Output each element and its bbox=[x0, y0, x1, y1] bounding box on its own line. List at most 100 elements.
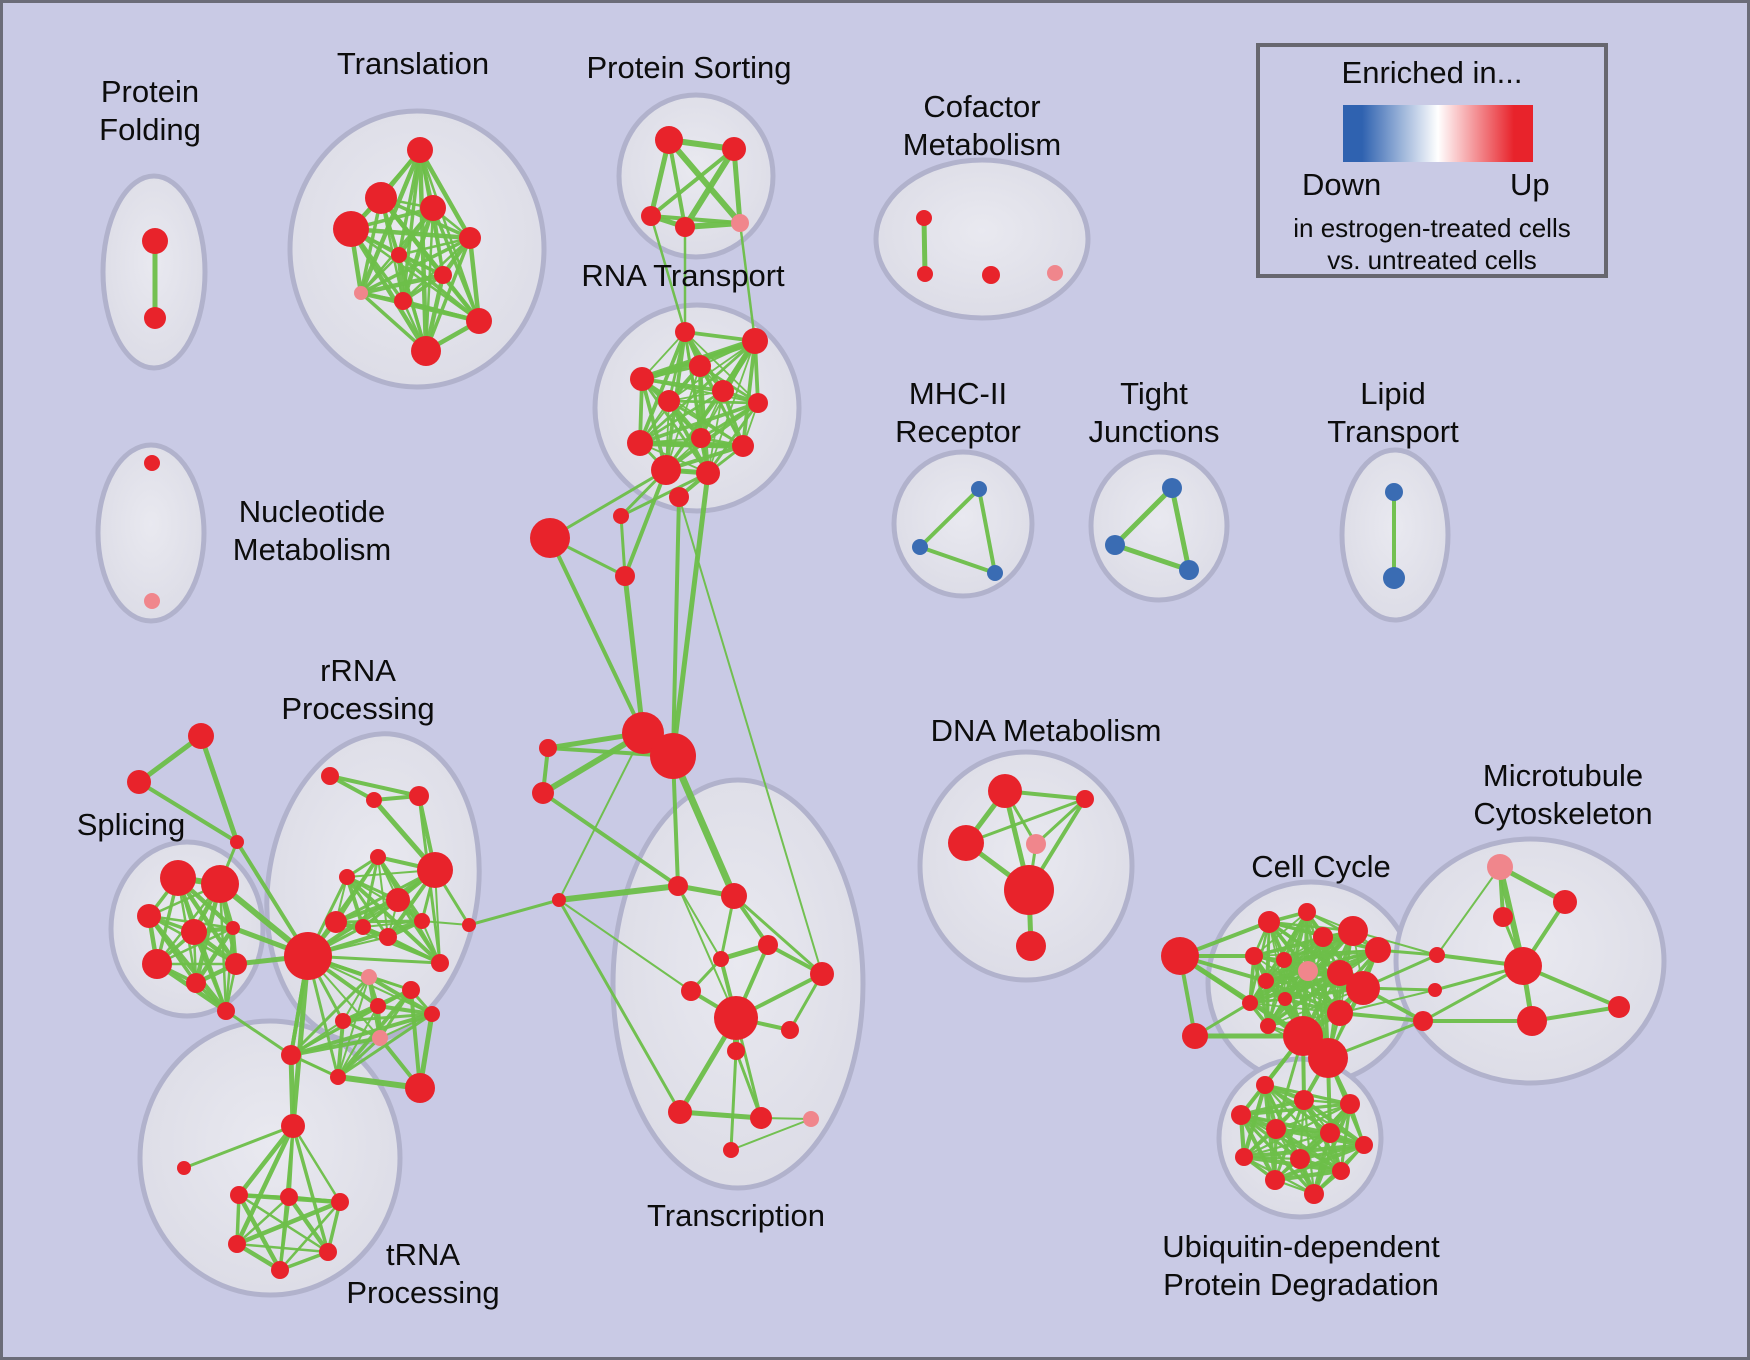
network-node-b0[interactable] bbox=[281, 1045, 301, 1065]
network-node-g0[interactable] bbox=[281, 1114, 305, 1138]
network-node-hub[interactable] bbox=[284, 932, 332, 980]
network-node-hub2a[interactable] bbox=[622, 712, 664, 754]
network-node-k4[interactable] bbox=[1313, 927, 1333, 947]
network-node-n1[interactable] bbox=[144, 593, 160, 609]
network-node-k15[interactable] bbox=[1260, 1018, 1276, 1034]
network-node-r12[interactable] bbox=[431, 954, 449, 972]
network-node-k2[interactable] bbox=[1298, 903, 1316, 921]
network-node-gw2[interactable] bbox=[1413, 1011, 1433, 1031]
network-node-r15[interactable] bbox=[370, 998, 386, 1014]
network-node-T8[interactable] bbox=[727, 1042, 745, 1060]
network-node-mt1[interactable] bbox=[1553, 890, 1577, 914]
network-node-n0[interactable] bbox=[144, 455, 160, 471]
network-node-s8[interactable] bbox=[217, 1002, 235, 1020]
network-node-r8[interactable] bbox=[355, 919, 371, 935]
network-node-s6[interactable] bbox=[186, 973, 206, 993]
network-node-mt3[interactable] bbox=[1504, 947, 1542, 985]
network-node-rt2[interactable] bbox=[689, 355, 711, 377]
network-node-mt5[interactable] bbox=[1608, 996, 1630, 1018]
network-node-rt8[interactable] bbox=[691, 428, 711, 448]
network-node-s5[interactable] bbox=[142, 949, 172, 979]
network-node-r17[interactable] bbox=[372, 1030, 388, 1046]
network-node-m1[interactable] bbox=[912, 539, 928, 555]
network-node-x1[interactable] bbox=[127, 770, 151, 794]
network-node-d5[interactable] bbox=[1016, 931, 1046, 961]
network-node-T12[interactable] bbox=[723, 1142, 739, 1158]
network-node-d1[interactable] bbox=[1076, 790, 1094, 808]
network-node-u5[interactable] bbox=[1320, 1123, 1340, 1143]
network-node-rt3[interactable] bbox=[630, 367, 654, 391]
network-node-ps2[interactable] bbox=[641, 206, 661, 226]
network-node-c2[interactable] bbox=[982, 266, 1000, 284]
network-node-u8[interactable] bbox=[1290, 1149, 1310, 1169]
network-node-T2[interactable] bbox=[758, 935, 778, 955]
network-node-s0[interactable] bbox=[160, 860, 196, 896]
network-node-u9[interactable] bbox=[1332, 1162, 1350, 1180]
network-node-cc0[interactable] bbox=[613, 508, 629, 524]
network-node-k0[interactable] bbox=[1161, 937, 1199, 975]
network-node-k17[interactable] bbox=[1308, 1038, 1348, 1078]
network-node-r0[interactable] bbox=[321, 767, 339, 785]
network-node-c0[interactable] bbox=[916, 210, 932, 226]
network-node-lf0[interactable] bbox=[539, 739, 557, 757]
network-node-r1[interactable] bbox=[366, 792, 382, 808]
network-node-T0[interactable] bbox=[668, 876, 688, 896]
network-node-c3[interactable] bbox=[1047, 265, 1063, 281]
network-node-rt9[interactable] bbox=[732, 435, 754, 457]
network-node-c1[interactable] bbox=[917, 266, 933, 282]
network-node-rt7[interactable] bbox=[627, 430, 653, 456]
network-node-pf1[interactable] bbox=[144, 307, 166, 329]
network-node-d0[interactable] bbox=[988, 774, 1022, 808]
network-node-k5[interactable] bbox=[1365, 937, 1391, 963]
network-node-r4[interactable] bbox=[417, 852, 453, 888]
network-node-lf1[interactable] bbox=[532, 782, 554, 804]
network-node-T3[interactable] bbox=[713, 951, 729, 967]
network-node-r11[interactable] bbox=[361, 969, 377, 985]
network-node-k6[interactable] bbox=[1245, 947, 1263, 965]
network-node-rt10[interactable] bbox=[651, 455, 681, 485]
network-node-r3[interactable] bbox=[370, 849, 386, 865]
network-node-rt11[interactable] bbox=[696, 461, 720, 485]
network-node-l0[interactable] bbox=[1385, 483, 1403, 501]
network-node-u2[interactable] bbox=[1340, 1094, 1360, 1114]
network-node-u6[interactable] bbox=[1355, 1136, 1373, 1154]
network-node-t4[interactable] bbox=[459, 227, 481, 249]
network-node-u0[interactable] bbox=[1256, 1076, 1274, 1094]
network-node-r6[interactable] bbox=[386, 888, 410, 912]
network-node-u1[interactable] bbox=[1294, 1090, 1314, 1110]
network-node-k8[interactable] bbox=[1298, 961, 1318, 981]
network-node-s2[interactable] bbox=[137, 904, 161, 928]
network-node-s1[interactable] bbox=[201, 865, 239, 903]
network-node-r10[interactable] bbox=[414, 913, 430, 929]
network-node-rt4[interactable] bbox=[712, 380, 734, 402]
network-node-r16[interactable] bbox=[335, 1013, 351, 1029]
network-node-u7[interactable] bbox=[1235, 1148, 1253, 1166]
network-node-u3[interactable] bbox=[1231, 1105, 1251, 1125]
network-node-ls[interactable] bbox=[552, 893, 566, 907]
network-node-tj2[interactable] bbox=[1179, 560, 1199, 580]
network-node-cc3[interactable] bbox=[669, 487, 689, 507]
network-node-mt4[interactable] bbox=[1517, 1006, 1547, 1036]
network-node-k9[interactable] bbox=[1327, 960, 1353, 986]
network-node-k1[interactable] bbox=[1258, 911, 1280, 933]
network-node-m0[interactable] bbox=[971, 481, 987, 497]
network-node-br[interactable] bbox=[405, 1073, 435, 1103]
network-node-k13[interactable] bbox=[1278, 992, 1292, 1006]
network-node-T11[interactable] bbox=[803, 1111, 819, 1127]
network-node-q5[interactable] bbox=[319, 1243, 337, 1261]
network-node-u11[interactable] bbox=[1304, 1184, 1324, 1204]
network-node-ps0[interactable] bbox=[655, 126, 683, 154]
network-node-T4[interactable] bbox=[810, 962, 834, 986]
network-node-mt2[interactable] bbox=[1493, 907, 1513, 927]
network-node-d3[interactable] bbox=[1026, 834, 1046, 854]
network-node-x2[interactable] bbox=[230, 835, 244, 849]
network-node-T1[interactable] bbox=[721, 883, 747, 909]
network-node-T7[interactable] bbox=[781, 1021, 799, 1039]
network-node-d2[interactable] bbox=[948, 825, 984, 861]
network-node-k12[interactable] bbox=[1242, 995, 1258, 1011]
network-node-cc1[interactable] bbox=[530, 518, 570, 558]
network-node-r14[interactable] bbox=[424, 1006, 440, 1022]
network-node-t1[interactable] bbox=[365, 182, 397, 214]
network-node-t9[interactable] bbox=[466, 308, 492, 334]
network-node-q2[interactable] bbox=[280, 1188, 298, 1206]
